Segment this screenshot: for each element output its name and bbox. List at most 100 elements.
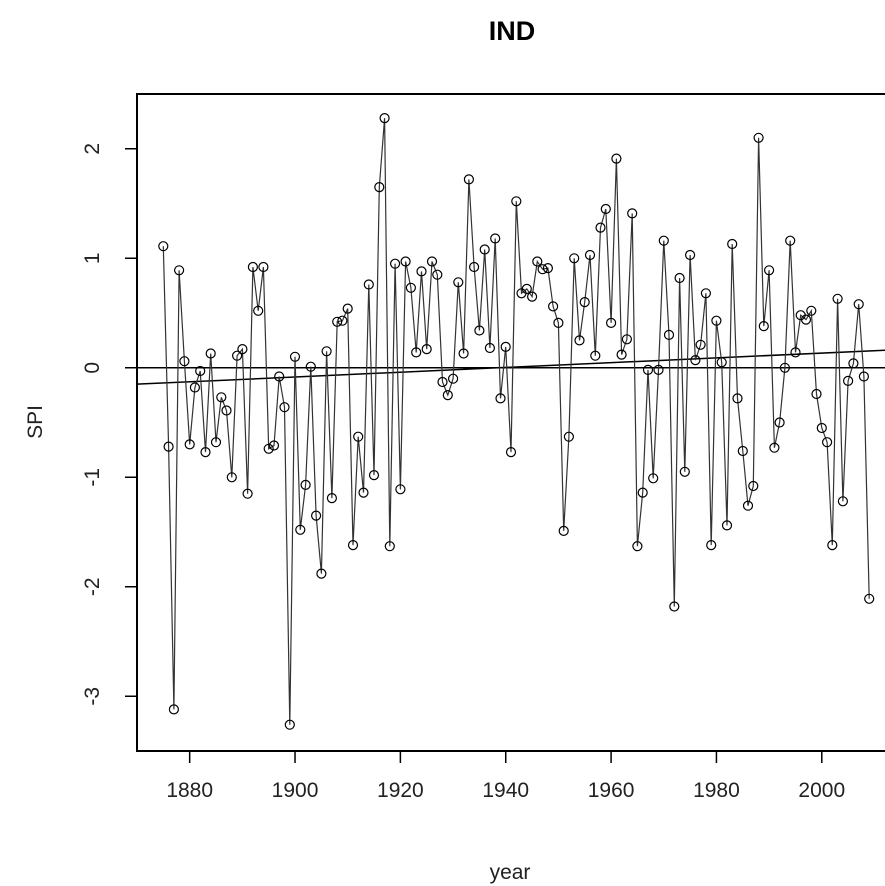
y-tick-label: 0 bbox=[81, 362, 104, 374]
data-point bbox=[753, 132, 764, 143]
data-point bbox=[395, 484, 406, 495]
data-point bbox=[258, 261, 269, 273]
plot-frame bbox=[136, 93, 885, 752]
x-axis: 1880 1900 1920 1940 1960 1980 2000 bbox=[166, 751, 845, 802]
data-point bbox=[684, 249, 696, 261]
data-point bbox=[611, 153, 622, 164]
data-point bbox=[505, 447, 517, 458]
data-point bbox=[379, 112, 390, 124]
data-point bbox=[742, 500, 754, 511]
data-point bbox=[458, 348, 469, 359]
data-point bbox=[563, 431, 575, 442]
trend-line bbox=[136, 349, 885, 385]
data-point bbox=[189, 382, 200, 393]
data-point bbox=[864, 593, 875, 604]
data-point bbox=[216, 392, 227, 403]
data-point bbox=[642, 364, 654, 375]
data-point bbox=[616, 349, 627, 360]
data-point bbox=[353, 431, 364, 442]
data-point bbox=[390, 258, 401, 269]
data-point bbox=[263, 443, 274, 454]
plot-area bbox=[136, 112, 885, 730]
data-point bbox=[711, 315, 722, 326]
data-point bbox=[232, 350, 243, 361]
data-point bbox=[384, 541, 395, 552]
data-point bbox=[737, 445, 748, 457]
data-point bbox=[490, 233, 501, 244]
data-point bbox=[242, 488, 253, 499]
data-point bbox=[442, 390, 453, 401]
data-point bbox=[205, 348, 216, 359]
data-point bbox=[274, 371, 285, 382]
x-tick-label: 1880 bbox=[166, 779, 213, 802]
data-point bbox=[195, 365, 206, 377]
data-point bbox=[658, 235, 669, 246]
x-tick-label: 1940 bbox=[482, 779, 529, 802]
data-point bbox=[837, 496, 849, 507]
data-point bbox=[648, 473, 659, 484]
data-point bbox=[184, 439, 195, 450]
data-point bbox=[800, 314, 812, 325]
y-axis-label: SPI bbox=[24, 405, 47, 439]
data-point bbox=[268, 440, 280, 451]
data-point bbox=[247, 261, 258, 273]
data-point bbox=[347, 539, 359, 551]
data-point bbox=[416, 266, 427, 277]
data-point bbox=[463, 174, 474, 185]
data-point bbox=[637, 487, 648, 498]
data-point bbox=[858, 371, 870, 382]
data-point bbox=[590, 350, 601, 361]
data-point bbox=[411, 347, 422, 358]
data-point bbox=[342, 303, 353, 314]
y-axis: -3 -2 -1 0 1 2 bbox=[81, 143, 137, 706]
series-line bbox=[162, 118, 870, 725]
data-point bbox=[400, 256, 411, 267]
data-point bbox=[806, 305, 817, 316]
data-point bbox=[237, 344, 248, 355]
data-point bbox=[716, 357, 727, 368]
data-point bbox=[816, 422, 827, 434]
data-point bbox=[289, 351, 301, 362]
data-point bbox=[842, 375, 854, 386]
data-point bbox=[779, 362, 791, 373]
data-point bbox=[437, 376, 448, 388]
data-point bbox=[706, 539, 717, 551]
data-point bbox=[426, 256, 438, 267]
data-point bbox=[811, 388, 822, 400]
data-point bbox=[769, 442, 780, 453]
data-point bbox=[495, 393, 506, 404]
data-point bbox=[537, 264, 548, 275]
data-point bbox=[574, 335, 585, 346]
data-point bbox=[521, 283, 532, 294]
data-point bbox=[321, 346, 332, 357]
data-point bbox=[790, 347, 801, 358]
y-tick-label: -2 bbox=[81, 577, 104, 596]
data-point bbox=[179, 356, 190, 367]
data-point bbox=[279, 402, 290, 413]
data-point bbox=[337, 315, 348, 326]
data-point bbox=[758, 321, 769, 332]
data-point bbox=[200, 447, 211, 458]
data-point bbox=[474, 325, 485, 336]
data-point bbox=[253, 305, 264, 316]
data-point bbox=[221, 405, 232, 416]
data-point bbox=[532, 256, 543, 267]
data-point bbox=[695, 339, 706, 350]
data-point bbox=[785, 235, 796, 246]
data-point bbox=[174, 265, 185, 276]
data-point bbox=[432, 269, 443, 280]
data-point bbox=[226, 472, 237, 483]
chart-title: IND bbox=[489, 16, 536, 46]
x-tick-label: 1980 bbox=[693, 779, 740, 802]
data-point bbox=[484, 342, 495, 354]
data-point bbox=[158, 241, 169, 252]
x-tick-label: 2000 bbox=[798, 779, 845, 802]
data-point bbox=[605, 317, 617, 328]
y-tick-label: 2 bbox=[81, 143, 104, 155]
data-point bbox=[595, 222, 606, 233]
data-point bbox=[727, 238, 738, 250]
data-point bbox=[627, 208, 638, 219]
data-point bbox=[690, 355, 701, 366]
data-point bbox=[827, 539, 838, 551]
